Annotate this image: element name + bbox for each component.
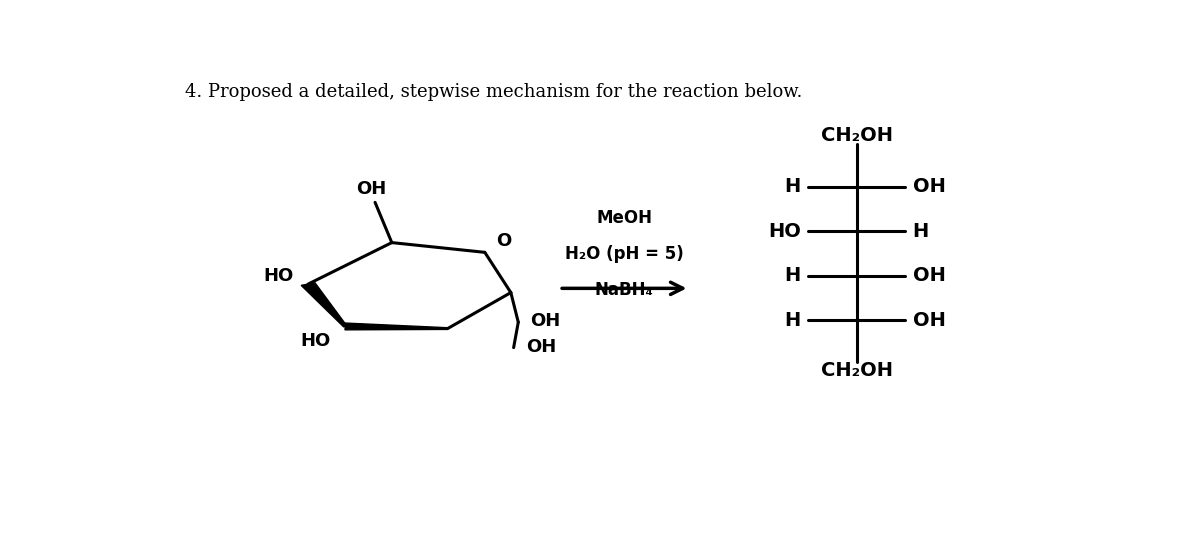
Polygon shape (344, 323, 448, 330)
Text: H: H (913, 222, 929, 241)
Text: O: O (496, 232, 511, 250)
Text: MeOH: MeOH (596, 210, 653, 228)
Text: CH₂OH: CH₂OH (821, 126, 893, 145)
Polygon shape (301, 283, 347, 327)
Text: HO: HO (263, 267, 293, 285)
Text: H: H (785, 177, 802, 196)
Text: H₂O (pH = 5): H₂O (pH = 5) (565, 245, 684, 263)
Text: H: H (785, 311, 802, 329)
Text: OH: OH (530, 312, 560, 331)
Text: OH: OH (526, 338, 556, 356)
Text: HO: HO (300, 332, 330, 350)
Text: OH: OH (356, 180, 386, 198)
Text: CH₂OH: CH₂OH (821, 361, 893, 381)
Text: OH: OH (913, 311, 946, 329)
Text: 4. Proposed a detailed, stepwise mechanism for the reaction below.: 4. Proposed a detailed, stepwise mechani… (185, 83, 803, 101)
Text: OH: OH (913, 266, 946, 285)
Text: HO: HO (768, 222, 802, 241)
Text: OH: OH (913, 177, 946, 196)
Text: H: H (785, 266, 802, 285)
Text: NaBH₄: NaBH₄ (595, 282, 654, 299)
